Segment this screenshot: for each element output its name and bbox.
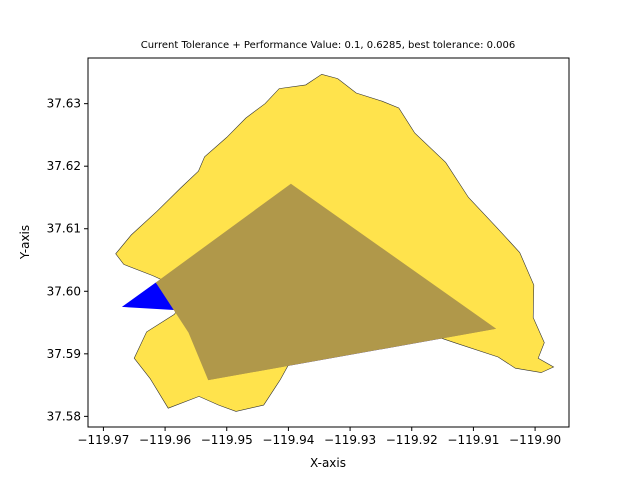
overlap-polygon	[155, 183, 497, 381]
y-axis: 37.58 37.59 37.60 37.61 37.62 37.63	[47, 97, 88, 423]
y-tick-label: 37.59	[47, 347, 81, 361]
x-tick-label: −119.92	[386, 433, 438, 447]
y-tick-label: 37.58	[47, 409, 81, 423]
x-tick-label: −119.94	[262, 433, 314, 447]
y-axis-label: Y-axis	[18, 225, 32, 260]
x-tick-label: −119.90	[509, 433, 561, 447]
x-tick-label: −119.93	[324, 433, 376, 447]
x-tick-label: −119.96	[139, 433, 191, 447]
x-tick-label: −119.95	[201, 433, 253, 447]
axes-frame	[87, 57, 570, 428]
x-tick-label: −119.97	[77, 433, 129, 447]
x-tick-label: −119.91	[447, 433, 499, 447]
series-layer	[115, 73, 555, 412]
x-axis-label: X-axis	[310, 456, 346, 470]
y-tick-label: 37.60	[47, 284, 81, 298]
plot-area	[87, 57, 570, 428]
y-tick-label: 37.61	[47, 222, 81, 236]
x-axis: −119.97 −119.96 −119.95 −119.94 −119.93 −119.…	[77, 427, 561, 447]
chart-title: Current Tolerance + Performance Value: 0…	[141, 40, 516, 51]
y-tick-label: 37.62	[47, 159, 81, 173]
y-tick-label: 37.63	[47, 97, 81, 111]
